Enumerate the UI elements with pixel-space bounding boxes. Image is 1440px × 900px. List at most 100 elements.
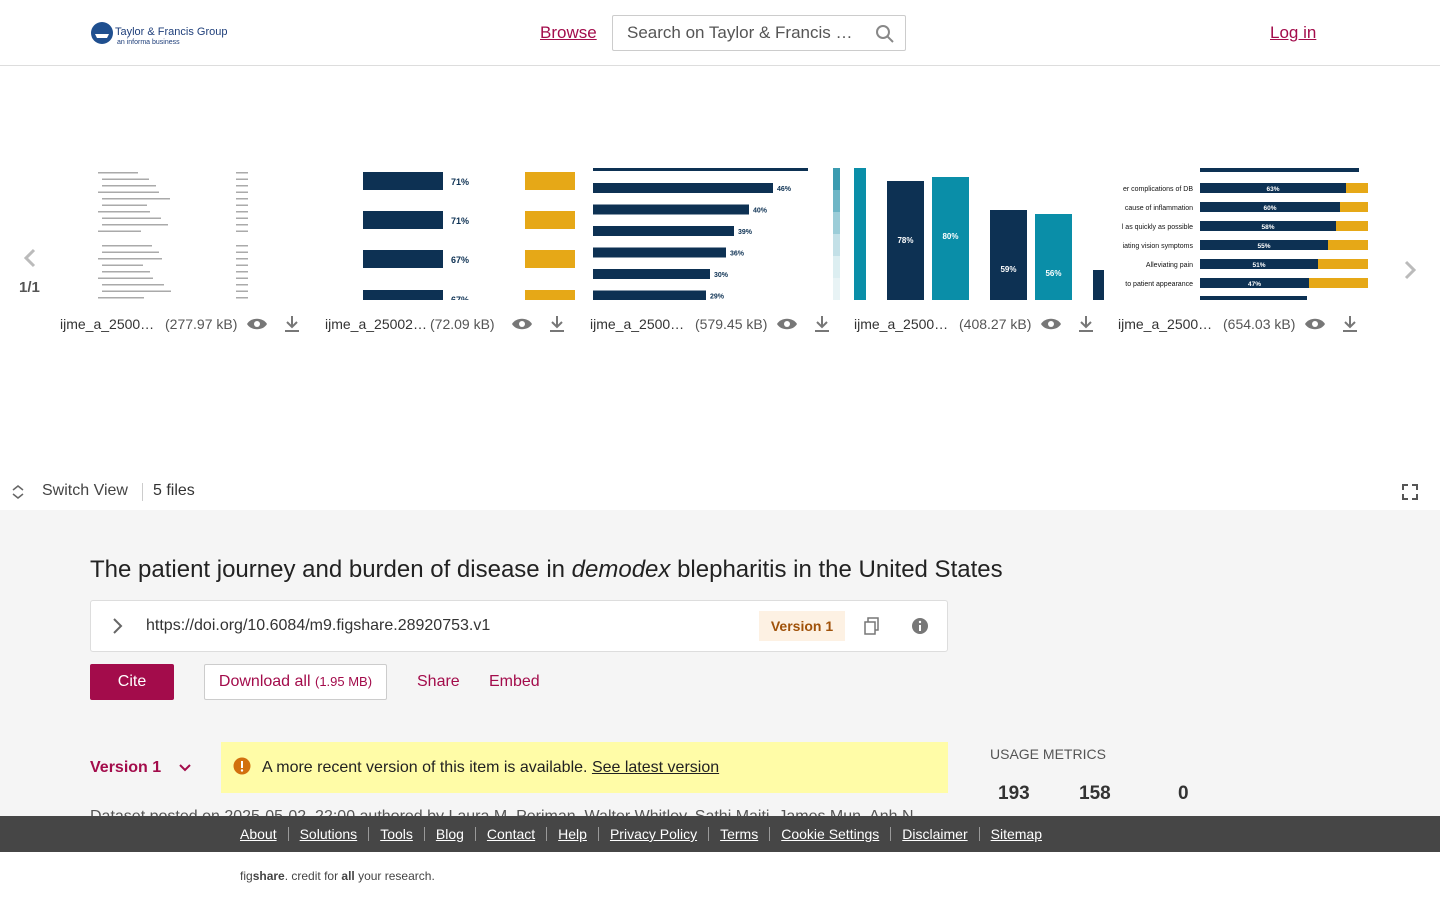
table-line — [236, 290, 248, 292]
browse-link[interactable]: Browse — [540, 23, 597, 42]
footer-link[interactable]: Privacy Policy — [609, 826, 698, 842]
footer-link[interactable]: Cookie Settings — [781, 826, 880, 842]
metric-value: 158 — [1079, 783, 1111, 804]
thumb-strip — [833, 212, 840, 234]
fullscreen-icon[interactable] — [1402, 484, 1418, 500]
footer-link[interactable]: Tools — [380, 826, 413, 842]
table-line — [98, 277, 153, 279]
table-line — [98, 211, 150, 213]
prev-arrow[interactable] — [20, 248, 40, 268]
thumb-label: 60% — [1263, 205, 1276, 212]
arrow — [1079, 316, 1093, 332]
table-line — [236, 185, 248, 187]
thumbnail[interactable]: 71% 71% 67% 67% — [325, 168, 575, 300]
thumb-bar — [1200, 296, 1307, 300]
table-line — [236, 204, 248, 206]
preview-icon[interactable] — [246, 317, 268, 331]
footer-link[interactable]: Contact — [486, 826, 536, 842]
table-line — [236, 191, 248, 193]
version-badge: Version 1 — [759, 611, 845, 641]
alert-link[interactable]: See latest version — [591, 759, 720, 776]
thumbnail[interactable] — [60, 168, 310, 300]
thumb-bar — [1336, 221, 1368, 231]
arrow — [1343, 316, 1357, 332]
cite-button[interactable]: Cite — [90, 664, 174, 700]
preview-icon[interactable] — [1040, 317, 1062, 331]
switch-icon[interactable] — [10, 484, 26, 500]
expand-icon[interactable] — [110, 617, 126, 635]
download-icon[interactable] — [283, 315, 301, 333]
embed-button[interactable]: Embed — [489, 673, 540, 690]
thumb-category: er complications of DB — [1123, 186, 1193, 193]
info-icon[interactable] — [911, 617, 929, 635]
thumb-strip — [833, 168, 840, 190]
download-icon[interactable] — [1341, 315, 1359, 333]
thumb-bar — [990, 210, 1027, 300]
alert — [221, 742, 948, 793]
download-icon[interactable] — [813, 315, 831, 333]
thumb-category: to patient appearance — [1125, 281, 1193, 288]
file-count: 5 files — [153, 482, 195, 499]
footer-link[interactable]: About — [240, 826, 277, 842]
metrics-heading: USAGE METRICS — [990, 746, 1106, 762]
thumb-bar — [1035, 214, 1072, 300]
thumb-bar — [1328, 240, 1368, 250]
download-icon[interactable] — [1077, 315, 1095, 333]
thumb-bar — [525, 211, 575, 229]
search-icon[interactable] — [875, 24, 895, 44]
download-icon[interactable] — [548, 315, 566, 333]
thumbnail[interactable]: 46% 40% 39% 36% 30% 29% — [590, 168, 840, 300]
file-name: ijme_a_2500… — [1118, 316, 1213, 332]
footer-link[interactable]: Blog — [435, 826, 464, 842]
thumb-bar — [1340, 202, 1368, 212]
arrow — [815, 316, 829, 332]
pupil — [254, 321, 260, 327]
metric-value: 193 — [998, 783, 1030, 804]
download-button[interactable]: Download all (1.95 MB) — [204, 664, 387, 700]
login-link[interactable]: Log in — [1270, 23, 1317, 42]
table-line — [102, 284, 164, 286]
next-arrow[interactable] — [1400, 260, 1420, 280]
thumb-label: 71% — [451, 216, 469, 226]
thumb-label: 58% — [1261, 224, 1274, 231]
footer-link[interactable]: Solutions — [299, 826, 358, 842]
arrow — [285, 316, 299, 332]
thumb-label: 67% — [451, 255, 469, 265]
preview-icon[interactable] — [511, 317, 533, 331]
thumb-label: 39% — [738, 229, 753, 236]
footer-link[interactable]: Disclaimer — [902, 826, 968, 842]
footer-link[interactable]: Terms — [720, 826, 759, 842]
copy-icon[interactable] — [863, 617, 881, 635]
thumb-category: cause of inflammation — [1125, 205, 1193, 212]
footer-link[interactable]: Help — [558, 826, 587, 842]
alert-message: A more recent version of this item is av… — [262, 759, 588, 776]
table-line — [102, 224, 168, 226]
footer-link[interactable]: Sitemap — [990, 826, 1042, 842]
thumb-category: l as quickly as possible — [1122, 224, 1193, 231]
thumb-bar — [525, 290, 575, 300]
title-italic: demodex — [571, 556, 671, 583]
file-size: (579.45 kB) — [695, 316, 768, 332]
thumb-label: 80% — [942, 232, 958, 241]
doi[interactable]: https://doi.org/10.6084/m9.figshare.2892… — [146, 617, 491, 634]
preview-icon[interactable] — [776, 317, 798, 331]
thumbnail[interactable]: er complications of DB 63% cause of inflam… — [1118, 168, 1368, 300]
chevron[interactable] — [178, 762, 192, 774]
file-name: ijme_a_2500… — [590, 316, 685, 332]
version-select[interactable]: Version 1 — [90, 759, 162, 776]
thumbnail[interactable]: 78% 80% 59% 56% — [854, 168, 1104, 300]
switch-view[interactable]: Switch View — [42, 482, 128, 499]
file-size: (654.03 kB) — [1223, 316, 1296, 332]
search-box[interactable] — [612, 15, 906, 51]
footer-bar — [0, 816, 1440, 852]
preview-icon[interactable] — [1304, 317, 1326, 331]
table-line — [236, 245, 248, 247]
tagline-part: fig — [240, 869, 253, 883]
separator — [890, 827, 892, 841]
share-button[interactable]: Share — [417, 673, 460, 690]
thumb-bar — [887, 181, 924, 300]
table-line — [98, 297, 144, 299]
thumb-bar — [593, 183, 773, 193]
table-line — [102, 204, 147, 206]
table-line — [236, 224, 248, 226]
